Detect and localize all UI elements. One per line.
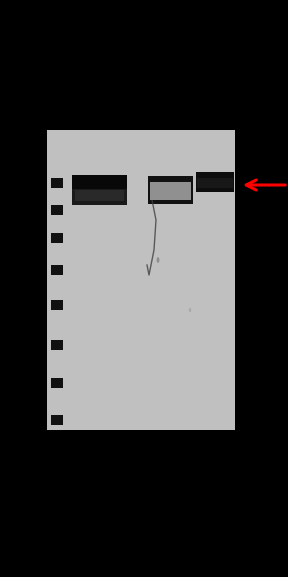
Circle shape [157,257,160,263]
Bar [150,182,191,200]
Bar [51,378,63,388]
Bar [51,178,63,188]
Bar [51,300,63,310]
Bar [51,265,63,275]
Circle shape [189,308,191,312]
Bar [72,175,127,189]
Bar [51,233,63,243]
Bar [75,190,124,200]
Bar [198,178,233,188]
Bar [51,205,63,215]
Bar [51,340,63,350]
Bar [47,130,235,430]
Bar [72,189,127,205]
Bar [196,172,234,192]
Bar [148,176,193,204]
Bar [51,415,63,425]
